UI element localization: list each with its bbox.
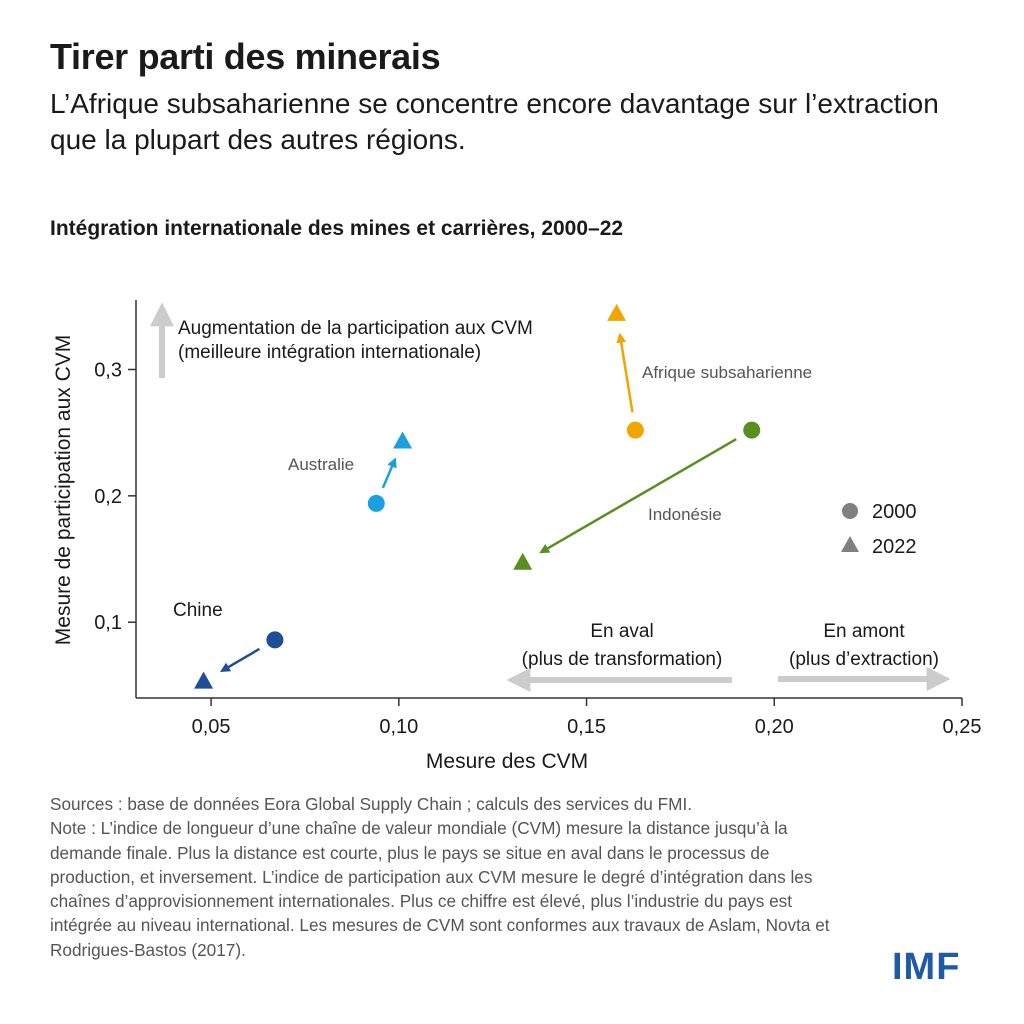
y-axis-label: Mesure de participation aux CVM [52, 335, 75, 645]
page-subtitle: L’Afrique subsaharienne se concentre enc… [50, 88, 939, 155]
y-tick-label: 0,1 [94, 612, 122, 634]
annotation-downstream-line2: (plus de transformation) [522, 649, 723, 670]
footnote-note: Note : L’indice de longueur d’une chaîne… [50, 818, 830, 960]
legend-label-2000: 2000 [872, 501, 917, 523]
point-chine-2000 [266, 631, 284, 649]
legend-label-2022: 2022 [872, 536, 917, 558]
x-tick-label: 0,10 [379, 716, 418, 738]
series-labels: Chine Australie Afrique subsaharienne In… [173, 363, 812, 621]
y-tick-label: 0,3 [94, 359, 122, 381]
annotation-up-line1: Augmentation de la participation aux CVM [178, 318, 533, 339]
legend-triangle-marker [841, 536, 859, 552]
series-label-australie: Australie [288, 455, 354, 474]
series-arrow-australie [381, 457, 397, 489]
x-tick-label: 0,20 [755, 716, 794, 738]
y-ticks: 0,1 0,2 0,3 [94, 359, 136, 634]
annotation-downstream-line1: En aval [590, 621, 653, 642]
x-tick-label: 0,15 [567, 716, 606, 738]
x-axis-label: Mesure des CVM [426, 750, 588, 773]
footnote-sources: Sources : base de données Eora Global Su… [50, 794, 693, 814]
series-layer [194, 303, 761, 689]
point-afrique-subsaharienne-2000 [626, 421, 644, 439]
x-ticks: 0,05 0,10 0,15 0,20 0,25 [192, 698, 982, 738]
annotation-upstream-line1: En amont [823, 621, 905, 642]
imf-logo: IMF [892, 946, 961, 988]
series-arrow-chine [219, 647, 261, 672]
legend-circle-marker [842, 503, 858, 519]
footnote: Sources : base de données Eora Global Su… [50, 792, 850, 962]
point-afrique-subsaharienne-2022 [607, 303, 627, 321]
series-label-afrique-subsaharienne: Afrique subsaharienne [642, 363, 812, 382]
point-australie-2000 [367, 494, 385, 512]
annotation-upstream-line2: (plus d’extraction) [789, 649, 939, 670]
series-arrow-indonesie [539, 438, 737, 554]
x-tick-label: 0,05 [192, 716, 231, 738]
x-tick-label: 0,25 [943, 716, 982, 738]
chart-title: Intégration internationale des mines et … [50, 217, 624, 240]
y-tick-label: 0,2 [94, 486, 122, 508]
point-indonesie-2000 [743, 421, 761, 439]
legend: 2000 2022 [841, 501, 917, 558]
point-chine-2022 [194, 671, 214, 689]
annotation-up-line2: (meilleure intégration internationale) [178, 342, 481, 363]
series-arrow-afrique-subsaharienne [616, 332, 634, 413]
page-title: Tirer parti des minerais [50, 36, 441, 77]
series-label-indonesie: Indonésie [648, 505, 722, 524]
point-australie-2022 [393, 431, 413, 449]
series-label-chine: Chine [173, 600, 223, 621]
point-indonesie-2022 [513, 552, 533, 570]
scatter-chart: 0,05 0,10 0,15 0,20 0,25 0,1 0,2 0,3 Mesure de… [52, 300, 982, 773]
